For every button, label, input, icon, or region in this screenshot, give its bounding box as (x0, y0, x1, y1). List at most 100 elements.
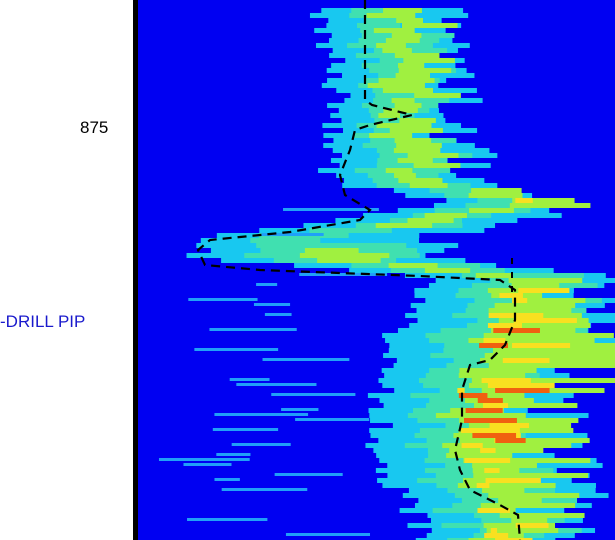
heat-cell (479, 343, 508, 348)
heat-cell (419, 378, 525, 383)
heat-cell (429, 398, 491, 403)
heat-cell (484, 533, 509, 538)
heat-cell (256, 283, 278, 286)
heat-cell (361, 63, 413, 68)
heat-cell (398, 68, 452, 73)
heat-cell (383, 108, 418, 113)
heat-cell (388, 263, 438, 268)
heat-cell (382, 48, 412, 53)
heat-cell (407, 153, 459, 158)
heat-cell (374, 118, 418, 123)
heat-cell (473, 403, 578, 408)
heat-cell (512, 343, 571, 348)
heat-cell (261, 233, 324, 236)
heat-cell (397, 158, 433, 163)
heat-cell (459, 368, 537, 373)
heat-cell (471, 378, 615, 383)
heat-cell (389, 128, 443, 133)
heat-cell (485, 478, 541, 483)
heat-cell (511, 518, 548, 523)
heat-cell (464, 418, 517, 423)
heat-cell (429, 188, 497, 193)
heat-cell (458, 373, 526, 378)
track-border (133, 0, 138, 540)
heat-cell (460, 393, 525, 398)
heat-cell (183, 463, 232, 466)
heat-cell (383, 8, 422, 13)
heat-cell (499, 513, 585, 518)
heat-cell (472, 463, 537, 468)
heat-cell (366, 13, 416, 18)
heat-cell (214, 413, 309, 416)
heat-cell (461, 428, 520, 433)
heat-cell (253, 303, 291, 306)
heat-cell (457, 388, 465, 393)
depth-label: 875 (80, 118, 109, 137)
heat-cell (403, 58, 455, 63)
heat-cell (317, 258, 381, 263)
heat-cell (229, 378, 270, 381)
heat-cell (463, 458, 591, 463)
heat-cell (490, 528, 498, 533)
heat-cell (355, 53, 417, 58)
heat-cell (375, 223, 433, 228)
heat-cell (482, 488, 525, 493)
heat-cell (158, 458, 250, 461)
heat-cell (214, 478, 240, 481)
heat-cell (396, 143, 442, 148)
heat-cell (309, 228, 392, 233)
heat-cell (394, 103, 422, 108)
heat-cell (513, 318, 577, 323)
heat-cell (508, 278, 583, 283)
heat-cell (477, 508, 510, 513)
heat-cell (518, 288, 570, 293)
heat-cell (365, 18, 420, 23)
heat-cell (481, 378, 531, 383)
heat-cell (274, 473, 343, 476)
heat-cell (398, 178, 443, 183)
heat-cell (393, 148, 441, 153)
heat-cell (376, 43, 406, 48)
heat-cell (432, 508, 505, 513)
heat-cell (495, 538, 533, 540)
heat-cell (483, 333, 614, 338)
heat-cell (385, 168, 413, 173)
heat-cell (511, 283, 560, 288)
heat-cell (187, 518, 268, 521)
heat-cell (452, 313, 516, 318)
heat-cell (464, 458, 511, 463)
heat-cell (417, 478, 493, 483)
heat-cell (492, 348, 615, 353)
heat-cell (376, 163, 442, 168)
heat-cell (480, 448, 496, 453)
heat-cell (430, 353, 521, 358)
heat-cell (256, 243, 407, 248)
heat-cell (483, 338, 506, 343)
heat-cell (382, 88, 434, 93)
heat-cell (512, 298, 528, 303)
heat-cell (500, 323, 591, 328)
heat-cell (413, 163, 461, 168)
heat-cell (271, 393, 356, 396)
heat-cell (216, 453, 251, 456)
heat-cell (468, 193, 523, 198)
heat-cell (376, 123, 432, 128)
heat-cell (515, 198, 533, 203)
heat-cell (283, 208, 379, 211)
heat-cell (209, 328, 297, 331)
heat-cell (409, 183, 448, 188)
heat-cell (495, 438, 526, 443)
heat-cell (471, 188, 522, 193)
track-label: -DRILL PIP (0, 312, 86, 331)
heat-cell (351, 8, 407, 13)
heat-cell (498, 498, 542, 503)
heat-cell (385, 38, 420, 43)
heat-cell (488, 363, 615, 368)
heat-cell (299, 273, 388, 276)
heat-cell (488, 308, 572, 313)
heat-cell (373, 28, 415, 33)
heat-cell (469, 208, 514, 213)
heat-cell (473, 473, 589, 478)
heat-cell (482, 403, 509, 408)
